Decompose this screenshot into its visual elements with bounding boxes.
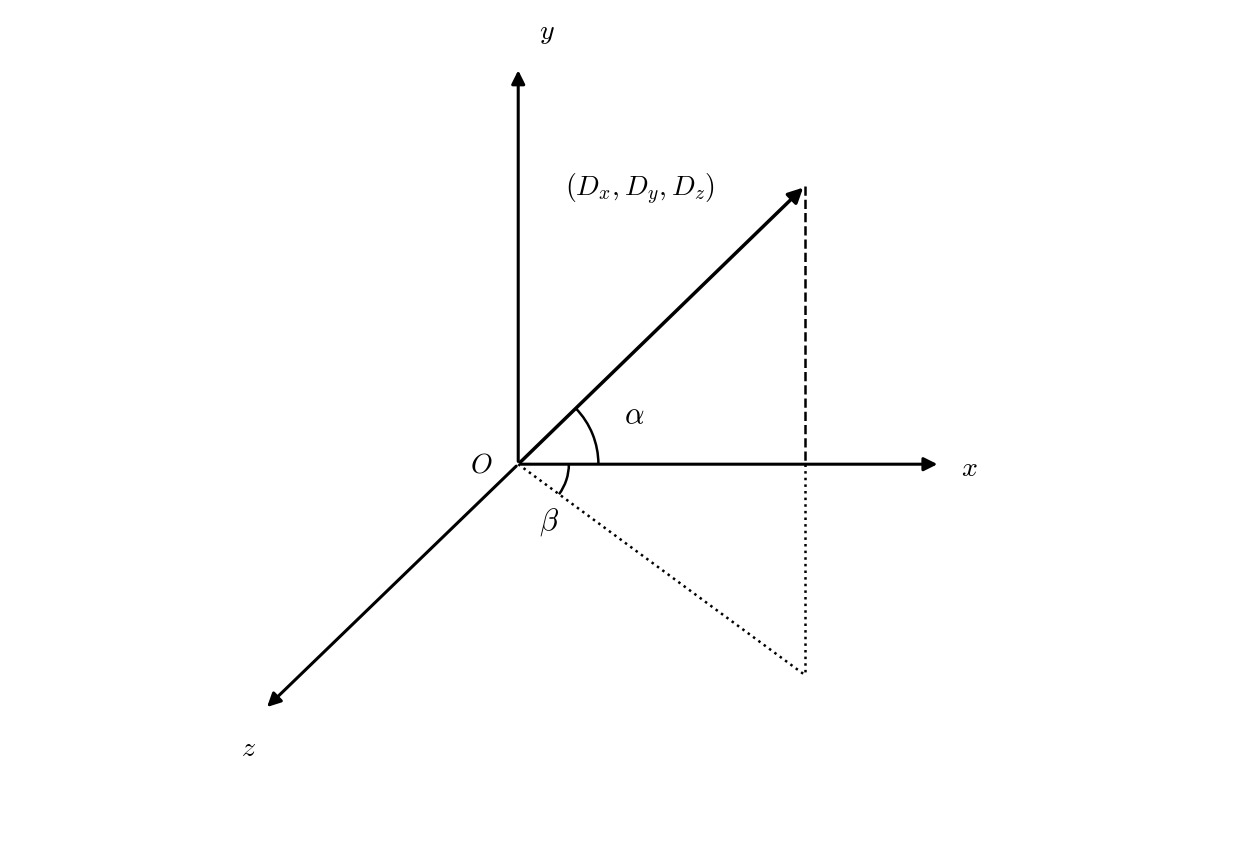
Text: $O$: $O$ xyxy=(471,450,493,479)
Text: $( D_x , D_y , D_z )$: $( D_x , D_y , D_z )$ xyxy=(565,171,715,207)
Text: $\beta$: $\beta$ xyxy=(539,506,559,538)
Text: $y$: $y$ xyxy=(539,19,555,46)
Text: $\alpha$: $\alpha$ xyxy=(623,402,644,430)
Text: $x$: $x$ xyxy=(961,454,978,483)
Text: $z$: $z$ xyxy=(240,734,255,762)
